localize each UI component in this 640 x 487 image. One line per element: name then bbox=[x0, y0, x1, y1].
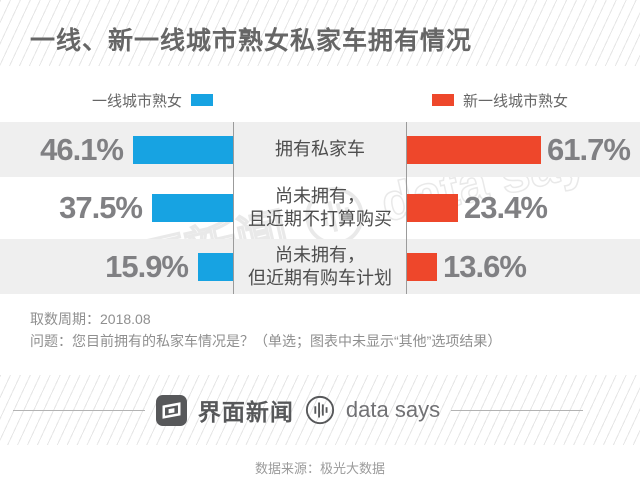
legend-new-tier1: 新一线城市熟女 bbox=[432, 92, 569, 110]
data-period-note: 取数周期：2018.08 bbox=[30, 311, 151, 327]
footnotes: 取数周期：2018.08 问题：您目前拥有的私家车情况是？（单选；图表中未显示“… bbox=[30, 308, 501, 352]
tier1-cell: 46.1% bbox=[0, 122, 233, 177]
category-label: 尚未拥有， 但近期有购车计划 bbox=[233, 239, 407, 294]
legend-tier1: 一线城市熟女 bbox=[92, 92, 214, 110]
brand-banner: 界面新闻 data says bbox=[0, 375, 640, 445]
new-tier1-bar bbox=[407, 252, 437, 281]
legend-tier1-label: 一线城市熟女 bbox=[92, 92, 183, 110]
right-rule bbox=[451, 409, 584, 411]
tier1-value-label: 37.5% bbox=[59, 190, 143, 225]
tier1-value-label: 46.1% bbox=[40, 131, 124, 167]
tier1-value-label: 15.9% bbox=[105, 248, 189, 284]
survey-question-note: 问题：您目前拥有的私家车情况是？（单选；图表中未显示“其他”选项结果） bbox=[30, 333, 502, 349]
legend-new-tier1-swatch bbox=[432, 94, 454, 106]
category-label: 尚未拥有， 且近期不打算购买 bbox=[233, 177, 407, 239]
data-source: 数据来源：极光大数据 bbox=[254, 461, 385, 476]
legend-new-tier1-label: 新一线城市熟女 bbox=[463, 92, 569, 110]
new-tier1-bar bbox=[407, 135, 541, 164]
new-tier1-value-label: 13.6% bbox=[443, 248, 527, 284]
tier1-bar bbox=[152, 194, 233, 222]
chart-row-owns-car: 46.1% 拥有私家车 61.7% bbox=[0, 122, 640, 177]
legend-tier1-swatch bbox=[191, 94, 214, 106]
data-says-icon bbox=[305, 395, 334, 425]
new-tier1-cell: 13.6% bbox=[407, 239, 640, 294]
jiemian-logo-icon bbox=[155, 394, 187, 426]
tier1-bar bbox=[133, 135, 233, 164]
left-rule bbox=[12, 409, 145, 411]
new-tier1-value-label: 23.4% bbox=[464, 190, 548, 225]
title-banner bbox=[0, 0, 640, 66]
category-label: 拥有私家车 bbox=[233, 122, 407, 177]
new-tier1-value-label: 61.7% bbox=[547, 131, 631, 167]
bar-chart: 界面新闻 data says 46.1% 拥有私家车 61.7% bbox=[0, 122, 640, 294]
page-title: 一线、新一线城市熟女私家车拥有情况 bbox=[30, 27, 473, 55]
tier1-cell: 15.9% bbox=[0, 239, 233, 294]
new-tier1-cell: 61.7% bbox=[407, 122, 640, 177]
tier1-bar bbox=[198, 252, 233, 281]
chart-row-no-car-plans-to-buy: 15.9% 尚未拥有， 但近期有购车计划 13.6% bbox=[0, 239, 640, 294]
brand-name-cn: 界面新闻 bbox=[197, 399, 294, 425]
brand-name-en: data says bbox=[345, 397, 441, 422]
chart-row-no-car-no-plan: 37.5% 尚未拥有， 且近期不打算购买 23.4% bbox=[0, 177, 640, 239]
new-tier1-bar bbox=[407, 194, 458, 222]
tier1-cell: 37.5% bbox=[0, 177, 233, 239]
new-tier1-cell: 23.4% bbox=[407, 177, 640, 239]
